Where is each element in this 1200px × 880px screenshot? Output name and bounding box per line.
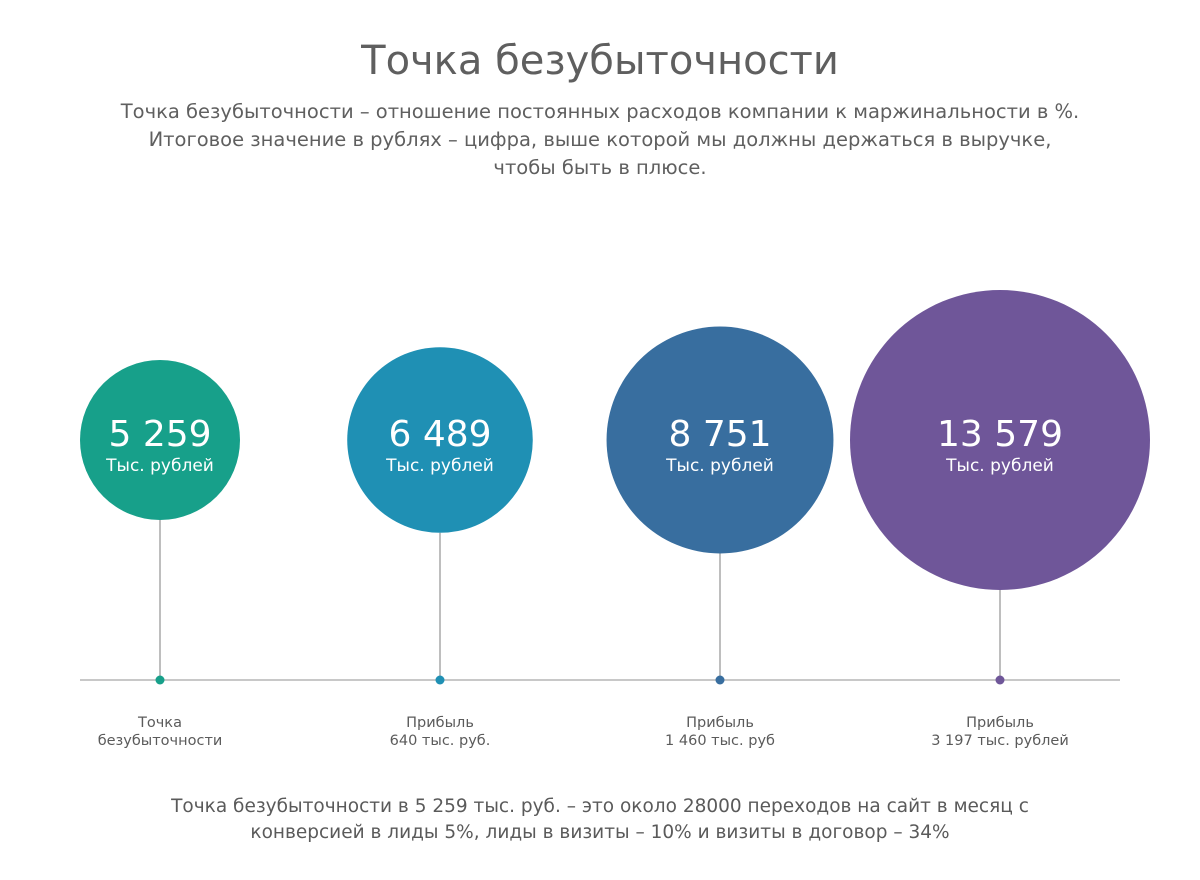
footer-line: Точка безубыточности в 5 259 тыс. руб. –… [171,796,1029,817]
axis-marker-dot [995,675,1005,685]
description-line: чтобы быть в плюсе. [493,156,707,179]
description-line: Итоговое значение в рублях – цифра, выше… [148,128,1052,151]
bubble-unit-label: Тыс. рублей [945,456,1054,476]
value-bubble [80,360,240,520]
point-caption: 640 тыс. руб. [390,733,491,749]
bubble-value-label: 13 579 [937,414,1063,455]
point-caption: 3 197 тыс. рублей [931,733,1069,749]
bubble-unit-label: Тыс. рублей [105,456,214,476]
axis-marker-dot [715,675,725,685]
bubble-unit-label: Тыс. рублей [665,456,774,476]
value-bubble [347,347,533,533]
value-bubble [606,326,834,554]
bubble-unit-label: Тыс. рублей [385,456,494,476]
point-caption: безубыточности [98,733,223,749]
footer-note: Точка безубыточности в 5 259 тыс. руб. –… [60,794,1140,846]
page-description: Точка безубыточности – отношение постоян… [60,98,1140,182]
page-title: Точка безубыточности [361,38,839,84]
point-caption: Прибыль [966,715,1034,731]
description-line: Точка безубыточности – отношение постоян… [120,100,1080,123]
point-caption: Точка [137,715,182,731]
point-caption: 1 460 тыс. руб [665,733,775,749]
value-bubble [850,290,1150,590]
point-caption: Прибыль [406,715,474,731]
bubble-value-label: 8 751 [668,414,771,455]
axis-marker-dot [435,675,445,685]
axis-marker-dot [155,675,165,685]
bubble-value-label: 6 489 [388,414,491,455]
point-caption: Прибыль [686,715,754,731]
bubble-value-label: 5 259 [108,414,211,455]
footer-line: конверсией в лиды 5%, лиды в визиты – 10… [250,822,950,843]
